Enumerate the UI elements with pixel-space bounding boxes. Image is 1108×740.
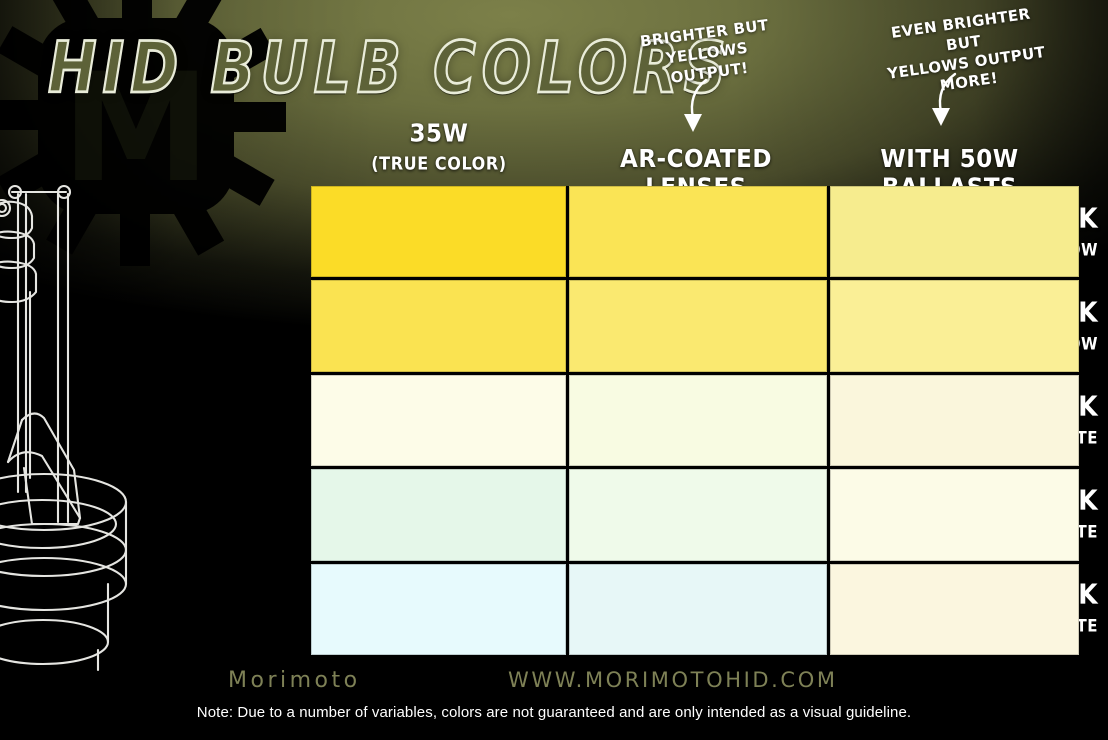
column-header-35w: 35W (TRUE COLOR)	[312, 119, 566, 174]
disclaimer-note: Note: Due to a number of variables, colo…	[196, 704, 912, 721]
color-swatch	[830, 469, 1079, 561]
page-title: HID BULB COLORS	[47, 25, 732, 111]
column-header-sub: (TRUE COLOR)	[371, 153, 507, 174]
svg-text:M: M	[61, 42, 210, 216]
column-header-main: 35W	[409, 119, 469, 148]
color-swatch	[569, 374, 827, 467]
color-swatch	[311, 563, 566, 655]
color-swatch	[569, 469, 827, 561]
curved-arrow-down-icon	[925, 72, 965, 130]
hid-bulb-line-art-icon	[0, 172, 157, 672]
color-swatch	[830, 374, 1079, 467]
color-swatch	[311, 186, 566, 278]
color-swatch	[830, 280, 1079, 372]
color-swatch	[311, 374, 566, 467]
color-swatch	[311, 469, 566, 561]
morimoto-gear-m-logo-icon: M	[0, 0, 288, 268]
color-swatch	[311, 280, 566, 372]
brand-url[interactable]: WWW.MORIMOTOHID.COM	[508, 668, 838, 692]
brand-name: Morimoto	[228, 668, 361, 693]
curved-arrow-down-icon	[678, 78, 718, 136]
color-swatch	[830, 563, 1079, 655]
color-swatch-grid	[311, 186, 1079, 655]
color-swatch	[830, 186, 1079, 278]
color-swatch	[569, 280, 827, 372]
color-swatch	[569, 186, 827, 278]
color-swatch	[569, 563, 827, 655]
